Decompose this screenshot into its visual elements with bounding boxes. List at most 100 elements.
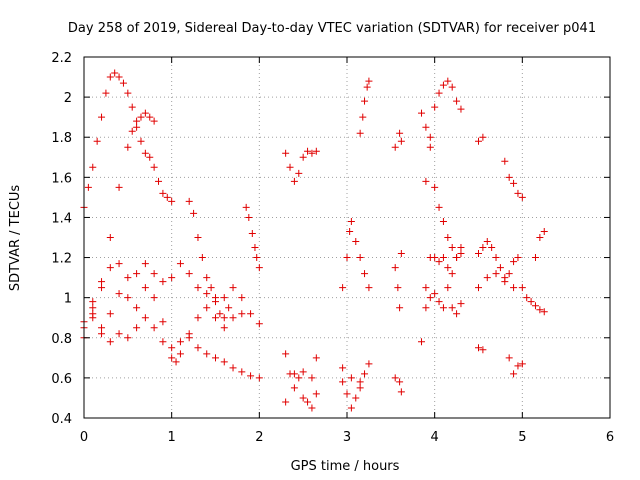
data-point (89, 304, 97, 312)
data-point (536, 234, 544, 241)
data-point (435, 89, 443, 97)
data-point (141, 149, 149, 157)
data-point (422, 304, 430, 312)
data-point (540, 227, 548, 235)
data-point (536, 306, 544, 314)
data-point (146, 153, 154, 161)
data-point (106, 234, 114, 241)
data-point (397, 388, 405, 396)
series-s24 (531, 227, 548, 262)
data-point (282, 398, 290, 406)
data-point (194, 284, 202, 292)
data-point (448, 244, 456, 252)
data-point (483, 238, 491, 246)
series-s4 (80, 284, 246, 366)
data-point (89, 298, 97, 306)
data-point (150, 163, 158, 171)
data-point (247, 372, 255, 380)
data-point (514, 189, 522, 197)
series-s20 (475, 133, 487, 145)
data-point (245, 213, 253, 221)
data-point (518, 360, 526, 368)
data-point (479, 346, 487, 354)
data-point (356, 254, 364, 262)
data-point (295, 169, 303, 177)
data-point (190, 209, 198, 217)
data-point (492, 270, 500, 278)
data-point (304, 147, 312, 155)
data-point (510, 284, 518, 292)
x-tick-label: 3 (343, 430, 351, 445)
data-point (150, 294, 158, 302)
data-point (435, 203, 443, 211)
data-point (396, 378, 404, 386)
data-point (312, 390, 320, 398)
data-point (242, 203, 250, 211)
data-point (299, 368, 307, 376)
series-s5 (80, 314, 263, 382)
chart-title: Day 258 of 2019, Sidereal Day-to-day VTE… (68, 21, 596, 36)
data-point (418, 109, 426, 117)
data-point (124, 274, 132, 282)
data-point (102, 89, 110, 97)
data-point (115, 330, 123, 338)
data-point (106, 73, 114, 81)
data-point (168, 354, 176, 362)
data-point (396, 129, 404, 137)
data-point (115, 73, 123, 81)
data-point (168, 274, 176, 282)
data-point (439, 81, 447, 89)
data-point (150, 270, 158, 278)
y-tick-label: 2.2 (51, 51, 72, 66)
data-point (194, 234, 202, 241)
data-point (346, 227, 354, 235)
data-point (93, 137, 101, 145)
series-s6 (185, 197, 233, 322)
data-point (308, 404, 316, 412)
data-point (439, 254, 447, 262)
data-point (89, 163, 97, 171)
series-s8 (282, 147, 320, 185)
y-tick-label: 1 (64, 292, 72, 307)
data-point (238, 294, 246, 302)
data-point (98, 324, 106, 332)
data-point (312, 354, 320, 362)
series-s17 (422, 143, 465, 262)
data-point (203, 290, 211, 298)
series-s13 (391, 129, 405, 151)
data-point (457, 244, 465, 252)
data-point (510, 179, 518, 187)
data-point (483, 274, 491, 282)
data-point (304, 398, 312, 406)
data-point (361, 270, 369, 278)
data-point (339, 378, 347, 386)
data-point (128, 103, 136, 111)
data-point (290, 370, 298, 378)
data-point (397, 250, 405, 258)
data-point (238, 368, 246, 376)
data-point (426, 294, 434, 302)
data-point (255, 320, 263, 328)
series-s19 (422, 284, 465, 318)
data-point (531, 302, 539, 310)
data-point (98, 278, 106, 286)
data-point (185, 197, 193, 205)
y-tick-label: 2 (64, 91, 72, 106)
data-point (203, 274, 211, 282)
y-tick-label: 1.6 (51, 171, 72, 186)
data-point (150, 117, 158, 125)
data-point (203, 304, 211, 312)
data-point (119, 79, 127, 87)
data-point (518, 284, 526, 292)
data-point (431, 183, 439, 191)
data-point (212, 294, 219, 302)
data-point (255, 264, 263, 272)
data-point (431, 290, 439, 298)
data-point (155, 177, 163, 185)
data-point (356, 384, 364, 392)
data-point (133, 324, 141, 332)
series-s15 (391, 374, 405, 396)
data-point (251, 244, 259, 252)
data-point (253, 254, 261, 262)
data-point (176, 350, 184, 358)
